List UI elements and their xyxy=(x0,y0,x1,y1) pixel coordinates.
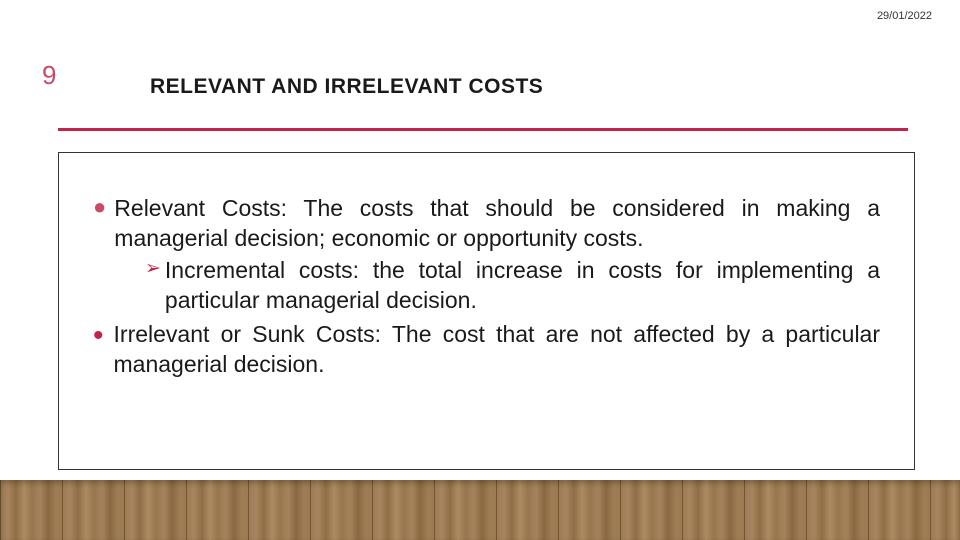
list-item: ● Relevant Costs: The costs that should … xyxy=(93,193,880,253)
sub-item-text: Incremental costs: the total increase in… xyxy=(165,255,880,315)
slide-title: RELEVANT AND IRRELEVANT COSTS xyxy=(150,75,543,99)
item-text: Relevant Costs: The costs that should be… xyxy=(114,193,880,253)
chevron-right-icon: ➢ xyxy=(145,255,161,283)
sub-list-item: ➢ Incremental costs: the total increase … xyxy=(145,255,880,315)
bullet-open-icon: • xyxy=(93,325,104,347)
item-text: Irrelevant or Sunk Costs: The cost that … xyxy=(114,319,880,379)
title-underline xyxy=(58,128,908,131)
bullet-dot-icon: ● xyxy=(93,193,106,221)
content-box: ● Relevant Costs: The costs that should … xyxy=(58,152,915,470)
list-item: • Irrelevant or Sunk Costs: The cost tha… xyxy=(93,319,880,379)
slide-number: 9 xyxy=(42,60,56,91)
wood-floor-decoration xyxy=(0,480,960,540)
slide-date: 29/01/2022 xyxy=(877,10,932,22)
